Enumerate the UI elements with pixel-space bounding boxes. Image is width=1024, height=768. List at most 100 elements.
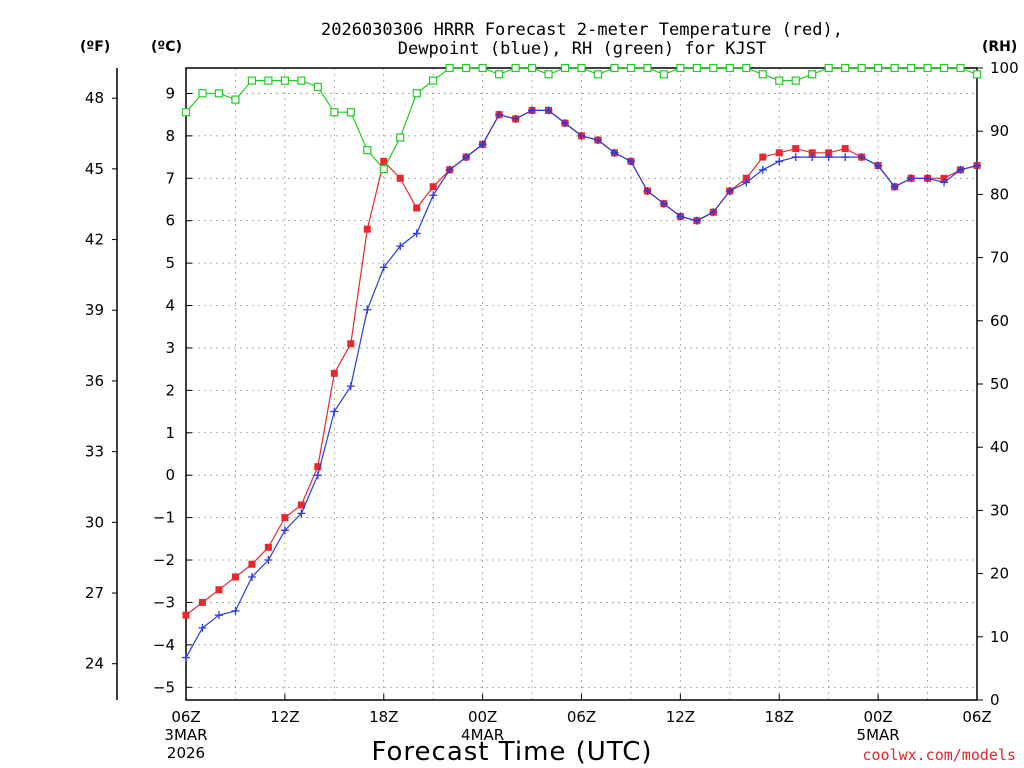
celsius-tick-label: −3: [153, 593, 175, 611]
rh-point: [511, 63, 520, 73]
celsius-tick-label: −5: [153, 678, 175, 696]
time-tick-label: 18Z: [765, 708, 794, 726]
dewpoint-point: [264, 556, 273, 565]
date-tick-label: 5MAR: [857, 726, 900, 744]
dewpoint-point: [841, 153, 850, 162]
fahrenheit-tick-label: 39: [85, 301, 104, 319]
dewpoint-point: [379, 263, 388, 272]
celsius-tick-label: −4: [153, 636, 175, 654]
credit-link[interactable]: coolwx.com/models: [862, 746, 1016, 764]
rh-point: [758, 70, 767, 79]
rh-point: [527, 63, 537, 73]
rh-point: [956, 63, 965, 73]
dewpoint-point: [808, 153, 817, 162]
time-tick-label: 00Z: [863, 708, 892, 726]
rh-point: [874, 63, 883, 73]
rh-point: [379, 165, 388, 174]
celsius-tick-label: 9: [165, 84, 175, 102]
rh-tick-label: 90: [990, 122, 1009, 140]
rh-point: [462, 63, 471, 73]
rh-point: [363, 146, 372, 155]
dewpoint-point: [363, 305, 372, 314]
temperature-point: [215, 586, 223, 594]
rh-point: [775, 76, 784, 85]
dewpoint-point: [280, 526, 289, 535]
temperature-point: [742, 174, 750, 182]
temperature-point: [413, 204, 421, 212]
fahrenheit-tick-label: 24: [85, 655, 104, 673]
time-tick-label: 12Z: [270, 708, 299, 726]
fahrenheit-tick-label: 27: [85, 584, 104, 602]
rh-tick-label: 60: [990, 312, 1009, 330]
rh-point: [478, 63, 487, 73]
dewpoint-point: [923, 174, 932, 183]
dewpoint-point: [626, 157, 635, 166]
dewpoint-point: [495, 110, 504, 119]
date-tick-label: 4MAR: [461, 726, 504, 744]
axis-ticks: −5−4−3−2−1012345678924273033363942454801…: [85, 59, 1019, 762]
dewpoint-point: [857, 153, 866, 162]
celsius-tick-label: 0: [165, 466, 175, 484]
temperature-point: [363, 225, 371, 233]
temperature-point: [347, 340, 355, 348]
dewpoint-point: [561, 119, 570, 128]
dewpoint-point: [462, 153, 471, 162]
year-tick-label: 2026: [167, 744, 205, 762]
rh-point: [725, 63, 734, 73]
celsius-tick-label: 2: [165, 381, 175, 399]
rh-tick-label: 20: [990, 565, 1009, 583]
rh-point: [198, 89, 207, 98]
rh-point: [396, 133, 405, 142]
temperature-point: [396, 174, 404, 182]
dewpoint-point: [874, 161, 883, 170]
dewpoint-point: [544, 106, 553, 115]
dewpoint-point: [692, 216, 701, 225]
rh-point: [643, 63, 652, 73]
celsius-tick-label: 7: [165, 169, 175, 187]
rh-point: [742, 63, 751, 73]
time-tick-label: 06Z: [171, 708, 200, 726]
dewpoint-point: [346, 382, 355, 391]
fahrenheit-tick-label: 48: [85, 89, 104, 107]
date-tick-label: 3MAR: [164, 726, 207, 744]
rh-point: [939, 63, 949, 73]
dewpoint-point: [956, 165, 965, 174]
celsius-unit-label: (ºC): [151, 39, 182, 55]
rh-point: [906, 63, 916, 73]
dewpoint-point: [313, 471, 322, 480]
rh-point: [626, 63, 636, 73]
dewpoint-point: [198, 623, 207, 632]
temperature-point: [231, 573, 239, 581]
rh-point: [709, 63, 718, 73]
dewpoint-point: [676, 212, 685, 221]
time-tick-label: 12Z: [666, 708, 695, 726]
time-tick-label: 06Z: [962, 708, 991, 726]
temperature-point: [775, 149, 783, 157]
temperature-point: [314, 463, 322, 471]
dewpoint-point: [182, 653, 190, 662]
dewpoint-point: [758, 165, 767, 174]
dewpoint-point: [709, 208, 718, 217]
fahrenheit-tick-label: 33: [85, 443, 104, 461]
rh-point: [346, 108, 355, 117]
rh-point: [313, 82, 322, 92]
temperature-point: [248, 560, 256, 568]
rh-point: [659, 70, 668, 79]
temperature-point: [330, 369, 338, 377]
rh-point: [231, 95, 240, 104]
rh-tick-label: 40: [990, 438, 1009, 456]
rh-point: [791, 76, 800, 85]
dewpoint-point: [297, 509, 306, 518]
rh-tick-label: 70: [990, 249, 1009, 267]
fahrenheit-tick-label: 42: [85, 231, 104, 249]
celsius-tick-label: 8: [165, 127, 175, 145]
rh-point: [330, 108, 339, 117]
dewpoint-point: [577, 131, 586, 140]
rh-point: [676, 63, 685, 73]
dewpoint-point: [940, 178, 949, 187]
rh-point: [264, 76, 273, 85]
temperature-point: [198, 598, 206, 606]
rh-point: [560, 63, 570, 73]
rh-tick-label: 80: [990, 185, 1009, 203]
dewpoint-point: [247, 572, 256, 581]
